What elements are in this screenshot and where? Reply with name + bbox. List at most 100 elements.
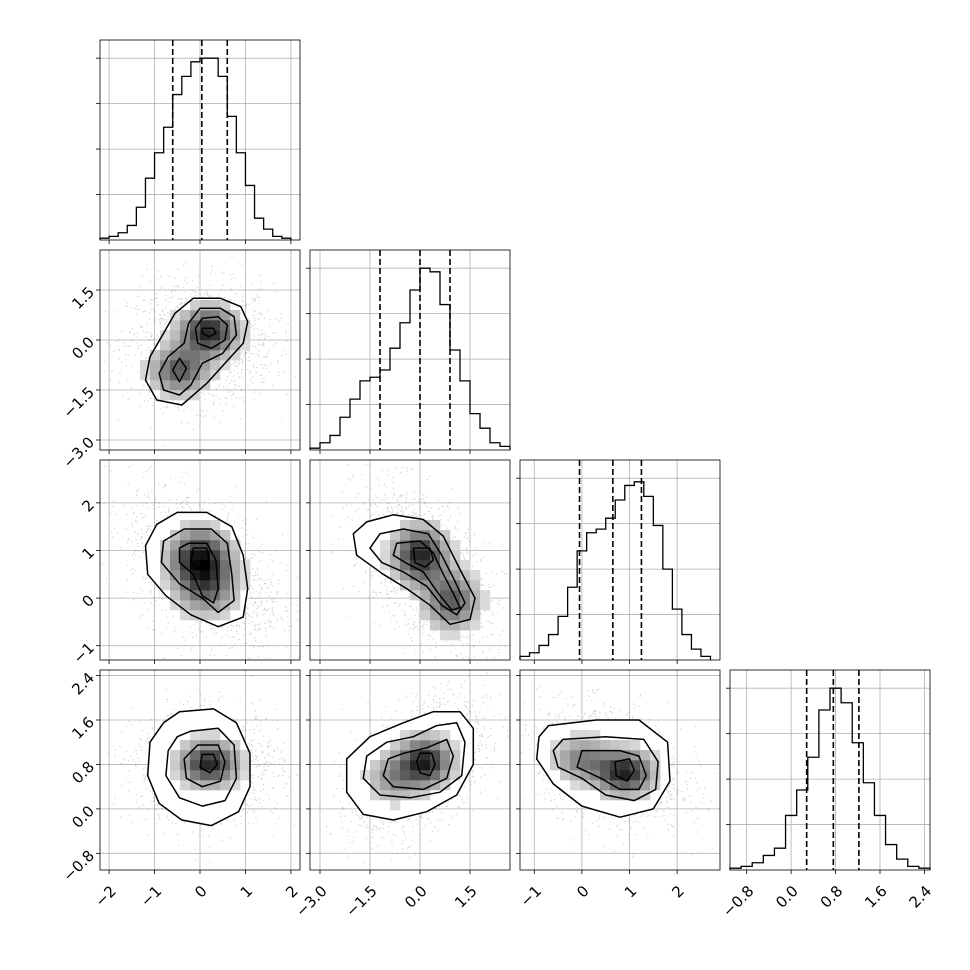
x-tick-label: 0 [573,882,592,901]
density-cell [180,560,191,571]
density-cell [190,610,201,621]
density-cell [190,590,201,601]
density-cell [400,780,411,791]
density-cell [400,550,411,561]
x-tick-label: 2 [282,882,301,901]
density-cell [200,590,211,601]
density-cell [440,780,451,791]
density-cell [150,380,161,391]
density-cell [620,760,631,771]
pair-panel-content [100,670,300,870]
density-cell [230,310,241,321]
y-tick-label: 1.5 [68,283,98,313]
contour-line [171,357,188,383]
density-cell [570,750,581,761]
density-cell [200,540,211,551]
density-cell [190,570,201,581]
x-tick-label: 0.0 [772,882,802,912]
density-cell [190,540,201,551]
density-cell [550,740,561,751]
density-cell [180,740,191,751]
panel-frame [309,459,511,661]
density-cell [380,550,391,561]
density-cell [390,550,401,561]
density-cell [440,630,451,641]
density-cell [450,610,461,621]
density-cell [210,580,221,591]
density-cell [400,730,411,741]
density-cell [430,740,441,751]
density-cell [180,310,191,321]
density-cell [410,780,421,791]
density-cell [600,780,611,791]
density-cell [230,740,241,751]
density-cell [170,770,181,781]
density-cell [400,760,411,771]
contour-line [146,708,251,827]
density-cell [580,770,591,781]
pair-panel-content [310,460,510,660]
density-cell [210,320,221,331]
density-cell [630,740,641,751]
density-cell [390,750,401,761]
contour-line [194,315,229,350]
density-cell [160,570,171,581]
x-tick-label: 0.0 [401,882,431,912]
density-cell [440,550,451,561]
density-cell [220,590,231,601]
density-cell [410,560,421,571]
density-cell [650,750,661,761]
density-cell [220,320,231,331]
y-tick-label: 2.4 [68,669,98,699]
density-cell [210,530,221,541]
contour-line [576,749,647,791]
panel-frame [519,459,721,661]
density-cell [180,360,191,371]
density-cell [240,760,251,771]
density-cell [190,330,201,341]
density-cell [440,580,451,591]
density-cell [610,780,621,791]
density-cell [210,330,221,341]
density-cell [220,770,231,781]
pair-panel-1-4: −2 −1 0 1 2 −0.8 0.0 0.8 1.6 2.4 [60,669,302,911]
density-cell [460,610,471,621]
x-tick-label: 2.4 [906,882,936,912]
density-cell [160,360,171,371]
pair-panel-content [100,460,300,660]
density-cell [600,740,611,751]
density-cell [230,580,241,591]
density-cell [400,570,411,581]
density-cell [170,570,181,581]
density-cell [180,580,191,591]
density-cell [590,760,601,771]
y-tick-label: 0 [79,591,98,610]
density-cell [620,750,631,761]
density-cell [220,600,231,611]
density-cell [610,770,621,781]
density-cell [160,390,171,401]
density-cell [430,730,441,741]
density-cell [190,390,201,401]
density-cell [430,560,441,571]
density-cell [180,570,191,581]
density-cell [570,730,581,741]
density-cell [580,730,591,741]
x-tick-label: −1 [137,882,165,910]
density-cell [410,580,421,591]
density-cell [430,770,441,781]
density-cell [590,750,601,761]
density-cell [170,560,181,571]
density-cell [600,750,611,761]
density-cell [580,780,591,791]
density-cell [170,390,181,401]
density-cell [420,560,431,571]
contour-line [183,744,226,788]
density-cell [200,340,211,351]
density-cell [410,570,421,581]
x-tick-label: 0.8 [817,882,847,912]
density-cell [220,750,231,761]
density-cell [170,310,181,321]
density-cell [440,570,451,581]
density-cell [200,360,211,371]
